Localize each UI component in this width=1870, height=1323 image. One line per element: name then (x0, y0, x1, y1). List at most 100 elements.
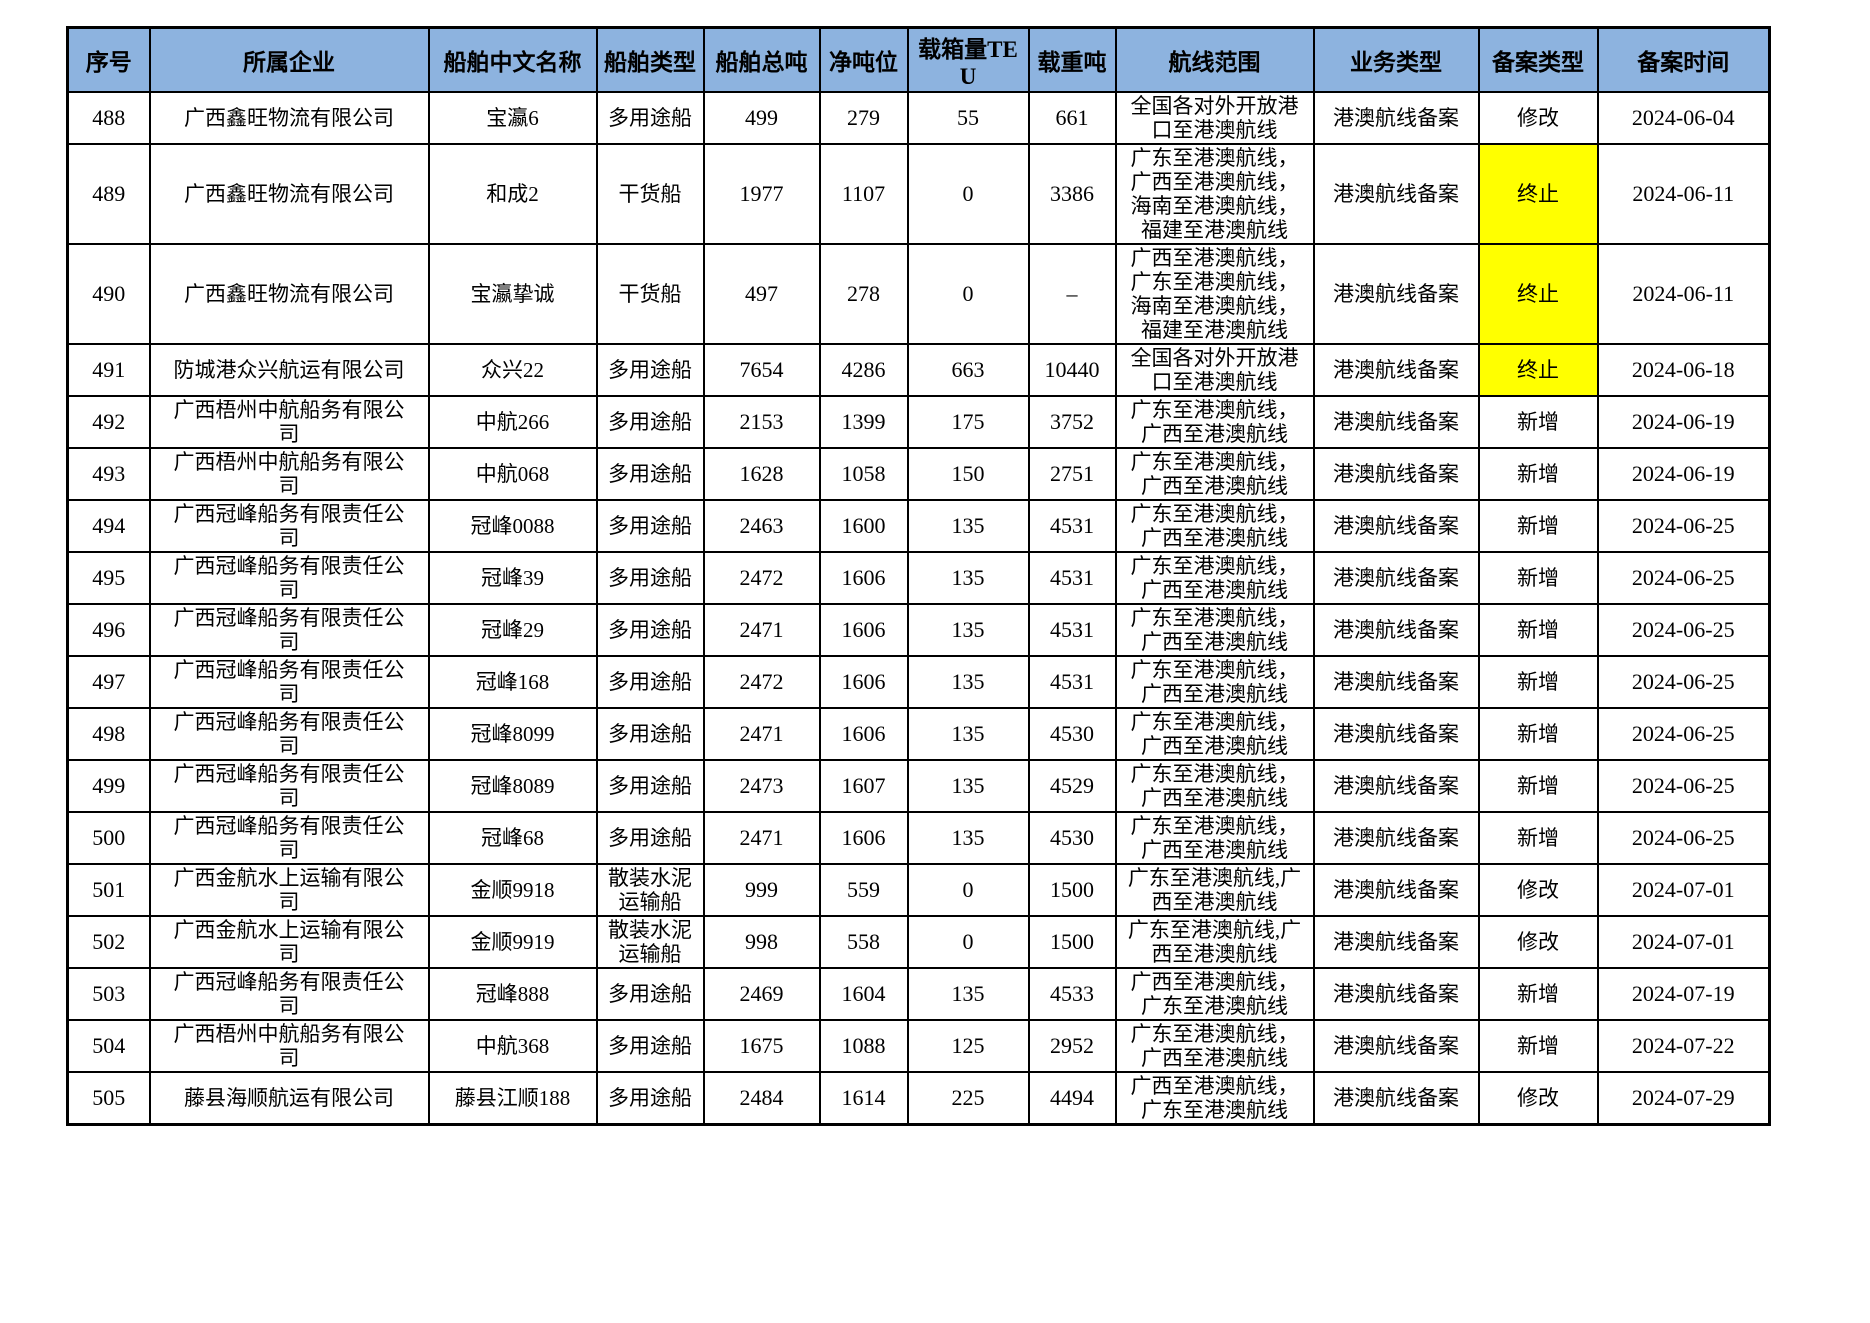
table-cell: 新增 (1477, 499, 1599, 553)
table-cell: 2024-06-25 (1596, 655, 1771, 709)
table-cell: 港澳航线备案 (1312, 499, 1480, 553)
table-cell: 135 (906, 811, 1030, 865)
table-cell: 多用途船 (595, 91, 705, 145)
table-row: 501 广西金航水上运输有限公司 金顺9918 散装水泥运输船 999 559 0 1500 广… (66, 863, 1771, 917)
table-cell: 新增 (1477, 1019, 1599, 1073)
table-cell: 1977 (702, 143, 821, 245)
table-cell: 终止 (1477, 343, 1599, 397)
table-cell: 1606 (818, 811, 909, 865)
table-cell: 2469 (702, 967, 821, 1021)
table-cell: 503 (66, 967, 151, 1021)
table-cell: 散装水泥运输船 (595, 915, 705, 969)
table-cell: 新增 (1477, 759, 1599, 813)
table-cell: 广西金航水上运输有限公司 (148, 915, 430, 969)
table-cell: 1606 (818, 655, 909, 709)
table-cell: 全国各对外开放港口至港澳航线 (1114, 343, 1315, 397)
table-cell: 2484 (702, 1071, 821, 1126)
table-cell: 港澳航线备案 (1312, 759, 1480, 813)
table-cell: 10440 (1027, 343, 1117, 397)
table-cell: 488 (66, 91, 151, 145)
table-cell: 1088 (818, 1019, 909, 1073)
table-cell: 499 (66, 759, 151, 813)
table-cell: 999 (702, 863, 821, 917)
table-cell: 港澳航线备案 (1312, 551, 1480, 605)
table-row: 504 广西梧州中航船务有限公司 中航368 多用途船 1675 1088 125 2952 广… (66, 1019, 1771, 1073)
table-cell: 1628 (702, 447, 821, 501)
table-cell: 2024-06-18 (1596, 343, 1771, 397)
table-cell: 多用途船 (595, 447, 705, 501)
table-row: 503 广西冠峰船务有限责任公司 冠峰888 多用途船 2469 1604 135 4533 广… (66, 967, 1771, 1021)
table-cell: 广西冠峰船务有限责任公司 (148, 603, 430, 657)
table-row: 488 广西鑫旺物流有限公司 宝瀛6 多用途船 499 279 55 661 全国各对外开放港口… (66, 91, 1771, 145)
table-cell: 多用途船 (595, 551, 705, 605)
column-header: 船舶总吨 (702, 26, 821, 93)
table-cell: 众兴22 (427, 343, 598, 397)
table-cell: 中航368 (427, 1019, 598, 1073)
table-cell: 新增 (1477, 811, 1599, 865)
table-cell: 500 (66, 811, 151, 865)
table-cell: 广东至港澳航线,广西至港澳航线 (1114, 863, 1315, 917)
table-cell: 多用途船 (595, 967, 705, 1021)
table-cell: 2472 (702, 551, 821, 605)
table-cell: 2024-06-25 (1596, 551, 1771, 605)
table-cell: 防城港众兴航运有限公司 (148, 343, 430, 397)
table-cell: 491 (66, 343, 151, 397)
table-cell: 1614 (818, 1071, 909, 1126)
table-cell: 终止 (1477, 243, 1599, 345)
column-header: 载重吨 (1027, 26, 1117, 93)
table-cell: 港澳航线备案 (1312, 1071, 1480, 1126)
table-cell: 广东至港澳航线，广西至港澳航线 (1114, 499, 1315, 553)
table-cell: 和成2 (427, 143, 598, 245)
table-cell: 多用途船 (595, 343, 705, 397)
table-cell: 中航266 (427, 395, 598, 449)
table-row: 499 广西冠峰船务有限责任公司 冠峰8089 多用途船 2473 1607 135 4529… (66, 759, 1771, 813)
table-cell: 498 (66, 707, 151, 761)
table-cell: 中航068 (427, 447, 598, 501)
table-cell: 广西冠峰船务有限责任公司 (148, 655, 430, 709)
table-row: 497 广西冠峰船务有限责任公司 冠峰168 多用途船 2472 1606 135 4531 广… (66, 655, 1771, 709)
table-cell: 4530 (1027, 811, 1117, 865)
table-cell: 502 (66, 915, 151, 969)
table-cell: 修改 (1477, 1071, 1599, 1126)
table-cell: – (1027, 243, 1117, 345)
table-cell: 175 (906, 395, 1030, 449)
table-cell: 2024-06-11 (1596, 243, 1771, 345)
table-cell: 广西金航水上运输有限公司 (148, 863, 430, 917)
table-row: 489 广西鑫旺物流有限公司 和成2 干货船 1977 1107 0 3386 广东至港澳航线，… (66, 143, 1771, 245)
table-cell: 135 (906, 707, 1030, 761)
table-cell: 2024-07-29 (1596, 1071, 1771, 1126)
table-cell: 4531 (1027, 499, 1117, 553)
table-cell: 新增 (1477, 551, 1599, 605)
table-cell: 2024-06-25 (1596, 603, 1771, 657)
table-row: 500 广西冠峰船务有限责任公司 冠峰68 多用途船 2471 1606 135 4530 广东… (66, 811, 1771, 865)
table-cell: 冠峰8089 (427, 759, 598, 813)
table-cell: 2024-07-01 (1596, 915, 1771, 969)
table-cell: 冠峰8099 (427, 707, 598, 761)
table-cell: 489 (66, 143, 151, 245)
table-cell: 2024-06-04 (1596, 91, 1771, 145)
table-cell: 493 (66, 447, 151, 501)
table-cell: 宝瀛挚诚 (427, 243, 598, 345)
table-cell: 2471 (702, 707, 821, 761)
table-cell: 2751 (1027, 447, 1117, 501)
table-cell: 修改 (1477, 863, 1599, 917)
table-cell: 2473 (702, 759, 821, 813)
table-cell: 新增 (1477, 967, 1599, 1021)
table-cell: 504 (66, 1019, 151, 1073)
table-cell: 新增 (1477, 603, 1599, 657)
table-cell: 新增 (1477, 447, 1599, 501)
column-header: 序号 (66, 26, 151, 93)
table-cell: 广东至港澳航线，广西至港澳航线 (1114, 759, 1315, 813)
table-cell: 2024-06-25 (1596, 759, 1771, 813)
table-cell: 广西冠峰船务有限责任公司 (148, 551, 430, 605)
table-cell: 多用途船 (595, 1019, 705, 1073)
table-cell: 1675 (702, 1019, 821, 1073)
table-cell: 2471 (702, 811, 821, 865)
table-cell: 新增 (1477, 655, 1599, 709)
table-cell: 冠峰888 (427, 967, 598, 1021)
table-cell: 广西冠峰船务有限责任公司 (148, 759, 430, 813)
table-cell: 宝瀛6 (427, 91, 598, 145)
table-cell: 多用途船 (595, 759, 705, 813)
table-cell: 2463 (702, 499, 821, 553)
table-cell: 港澳航线备案 (1312, 707, 1480, 761)
